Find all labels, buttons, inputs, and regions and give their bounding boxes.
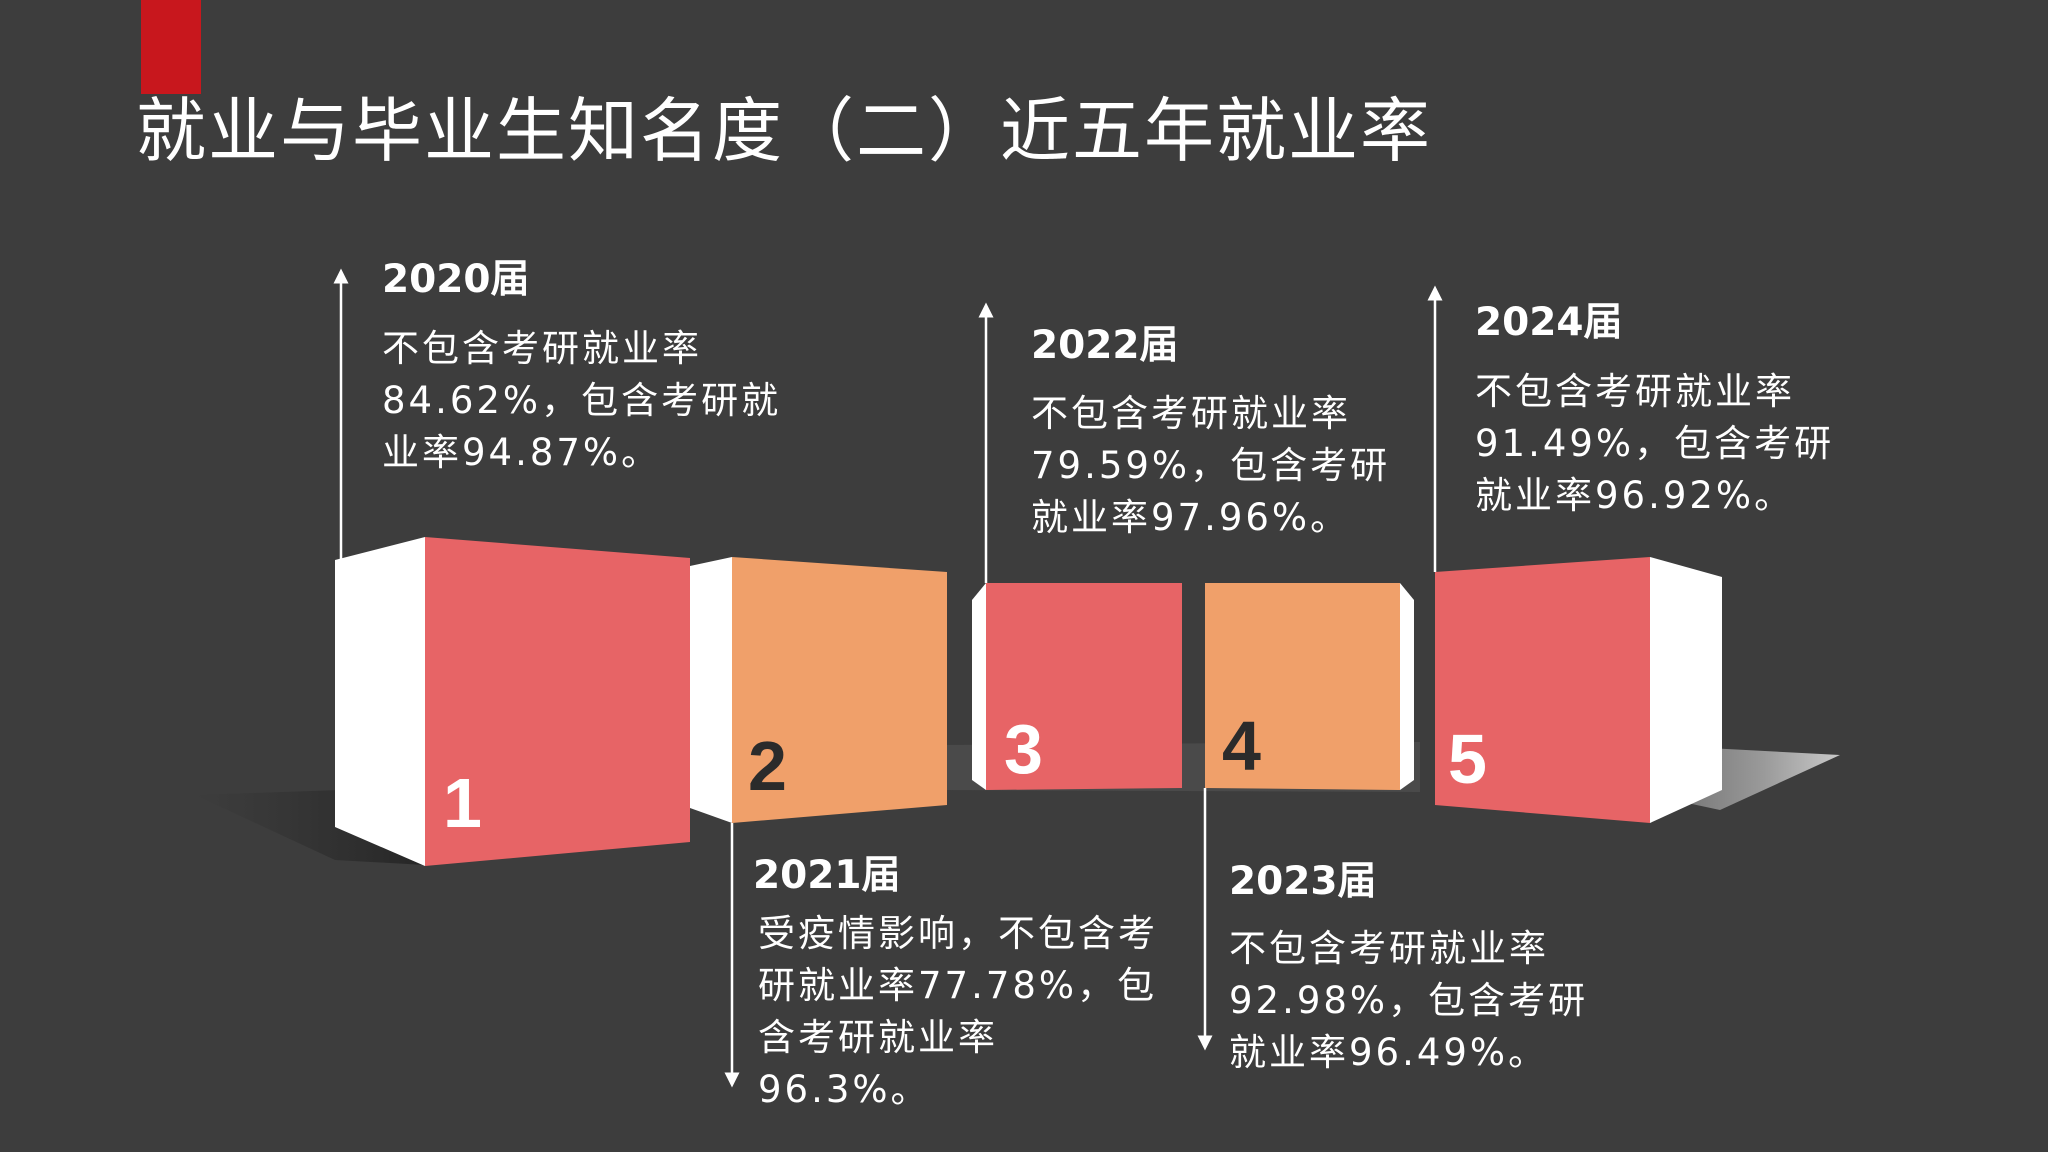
- step-year-2023: 2023届: [1229, 859, 1377, 904]
- block-front-face: [732, 557, 947, 823]
- step-number-1: 1: [443, 764, 482, 842]
- step-number-3: 3: [1004, 710, 1043, 788]
- block-front-face: [1435, 557, 1650, 823]
- step-year-2024: 2024届: [1475, 300, 1623, 345]
- block-side-face: [972, 583, 986, 790]
- block-front-face: [425, 537, 690, 866]
- block-side-face: [690, 557, 732, 823]
- step-year-2022: 2022届: [1031, 323, 1179, 368]
- step-description-2023: 不包含考研就业率92.98%，包含考研就业率96.49%。: [1229, 927, 1589, 1074]
- step-block-5: [1435, 557, 1722, 823]
- step-year-2021: 2021届: [753, 853, 901, 898]
- block-side-face: [1400, 583, 1414, 790]
- step-description-2020: 不包含考研就业率84.62%，包含考研就业率94.87%。: [382, 327, 782, 474]
- block-side-face: [1650, 557, 1722, 823]
- block-front-face: [986, 583, 1182, 790]
- step-number-2: 2: [748, 727, 787, 805]
- block-front-face: [1205, 583, 1400, 790]
- slide-title: 就业与毕业生知名度（二）近五年就业率: [136, 90, 1432, 172]
- step-block-3: [972, 583, 1182, 790]
- block-side-face: [335, 537, 425, 866]
- step-number-5: 5: [1448, 720, 1487, 798]
- step-block-1: [335, 537, 690, 866]
- step-description-2021: 受疫情影响，不包含考研就业率77.78%，包含考研就业率96.3%。: [758, 912, 1158, 1111]
- step-description-2022: 不包含考研就业率79.59%，包含考研就业率97.96%。: [1031, 392, 1391, 539]
- floor-shadow-left: [195, 790, 425, 865]
- accent-bar: [141, 0, 201, 94]
- step-year-2020: 2020届: [382, 257, 530, 302]
- step-block-4: [1205, 583, 1414, 790]
- step-number-4: 4: [1222, 707, 1261, 785]
- step-block-2: [690, 557, 947, 823]
- step-description-2024: 不包含考研就业率91.49%，包含考研就业率96.92%。: [1475, 370, 1835, 517]
